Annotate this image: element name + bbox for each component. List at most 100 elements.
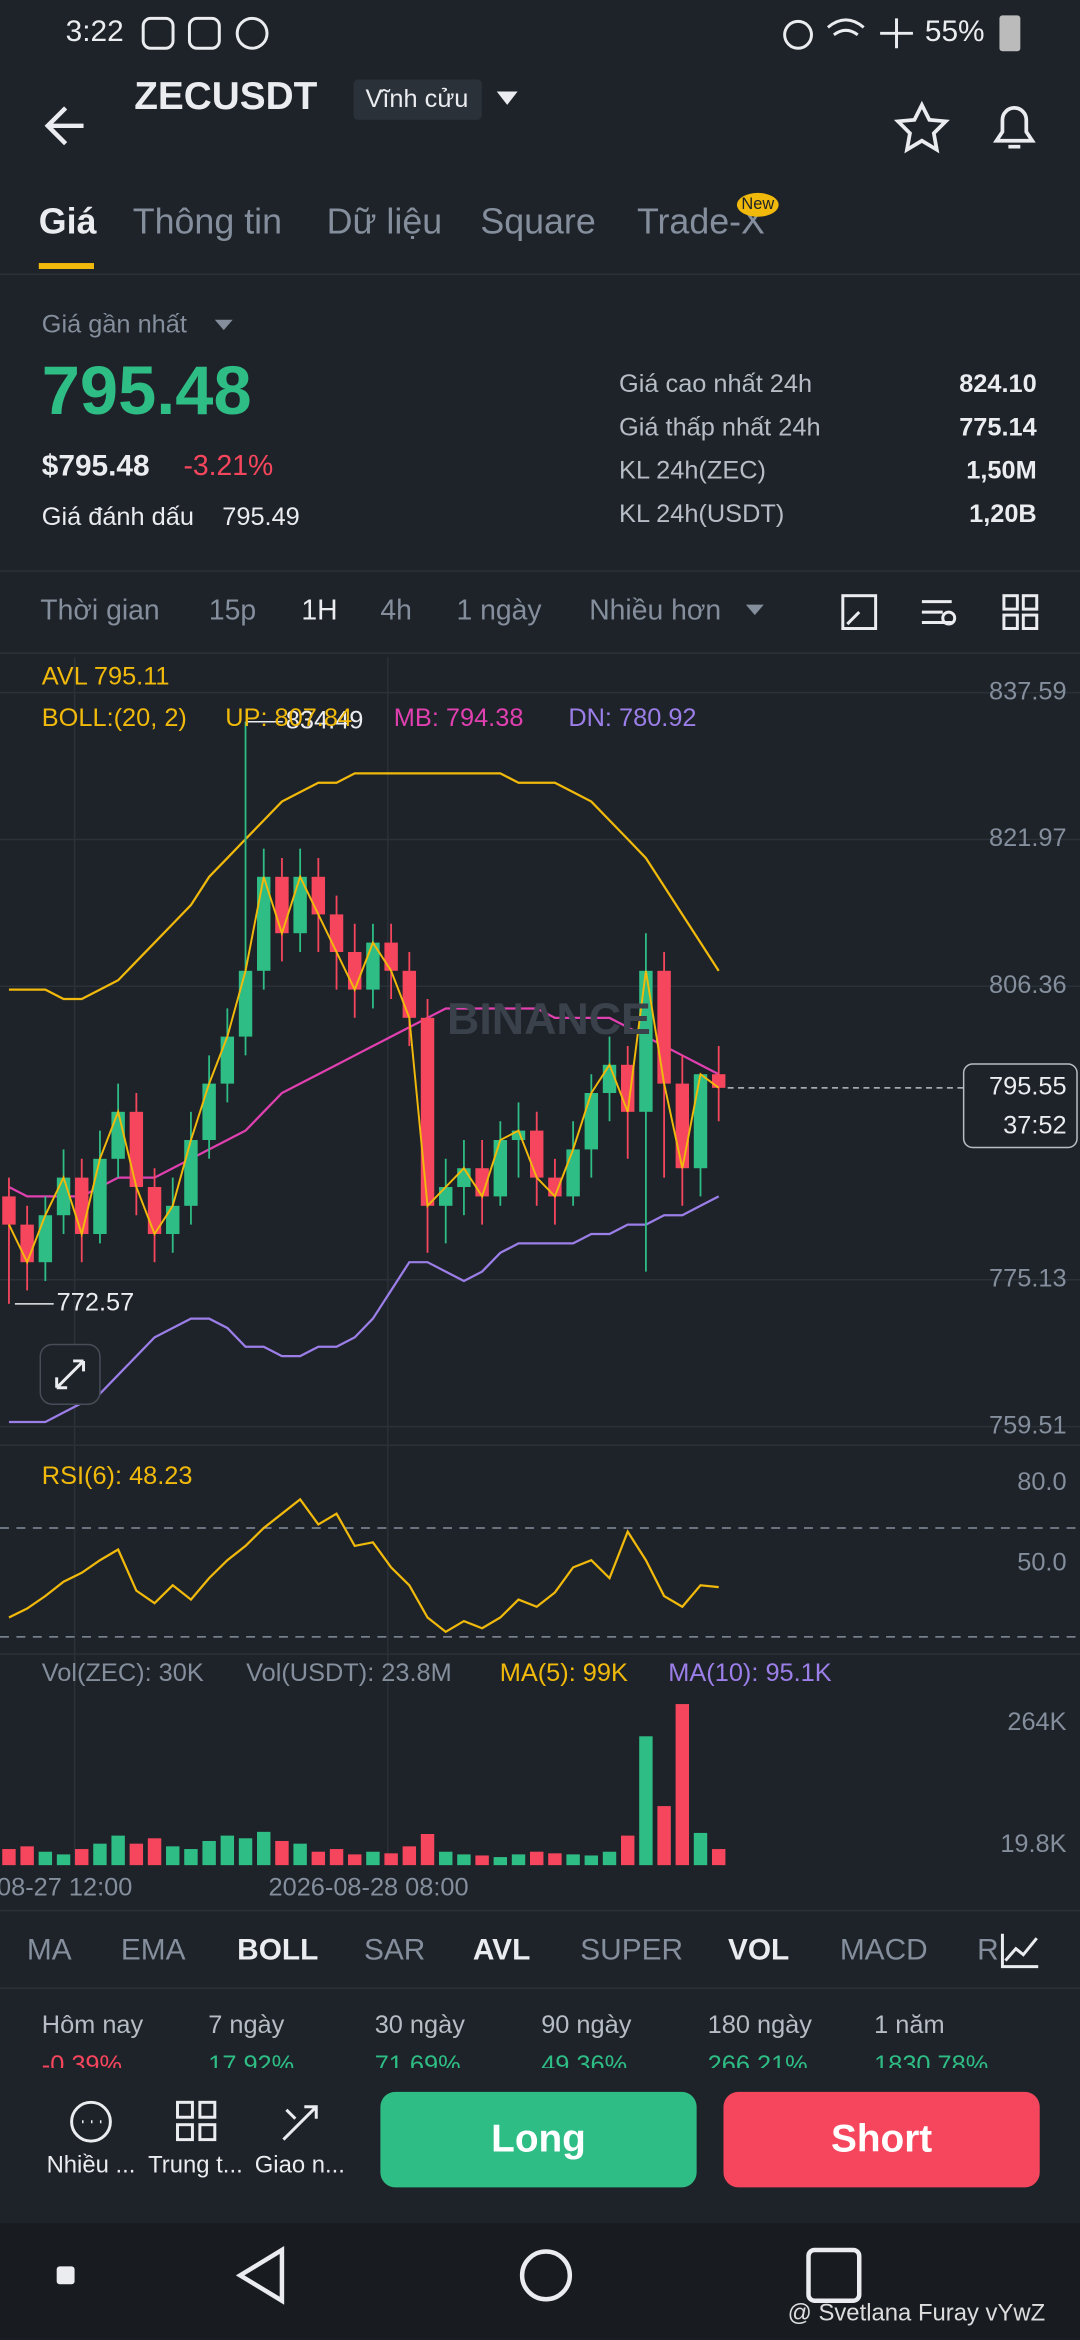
chart: 837.59 821.97 806.36 775.13 759.51 834.49 772.… bbox=[0, 656, 1080, 1866]
candle-body bbox=[548, 1177, 562, 1197]
volume-bar bbox=[420, 1834, 435, 1866]
volume-bar bbox=[402, 1846, 417, 1866]
volume-bar bbox=[657, 1806, 671, 1866]
rsi-legend: RSI(6): 48.23 bbox=[42, 1462, 193, 1490]
y-tick-label: 775.13 bbox=[989, 1264, 1067, 1292]
candle-body bbox=[220, 1036, 235, 1084]
volume-bar bbox=[439, 1851, 453, 1866]
divider bbox=[0, 1653, 1080, 1655]
y-tick-label: 837.59 bbox=[989, 677, 1067, 705]
short-label[interactable]: Short bbox=[831, 2117, 932, 2160]
volume-bar bbox=[275, 1840, 289, 1866]
interval[interactable]: 1 ngày bbox=[456, 595, 542, 627]
nav-recents[interactable] bbox=[806, 2247, 862, 2303]
price-label[interactable]: Giá gần nhất bbox=[42, 310, 187, 338]
tab[interactable]: Giá bbox=[39, 202, 97, 242]
tab[interactable]: Dữ liệu bbox=[327, 202, 442, 242]
user-watermark: @ Svetlana Furay vYwZ bbox=[788, 2299, 1046, 2326]
tab[interactable]: Square bbox=[480, 202, 595, 242]
interval[interactable]: Nhiều hơn bbox=[589, 595, 721, 627]
indicator-tab[interactable]: VOL bbox=[728, 1934, 789, 1967]
indicator-tab[interactable]: SAR bbox=[364, 1934, 425, 1967]
indicator-tab[interactable]: AVL bbox=[473, 1934, 530, 1967]
volume-bar bbox=[475, 1855, 489, 1866]
stat-label: Giá thấp nhất 24h bbox=[619, 413, 821, 441]
volume-bar bbox=[711, 1849, 726, 1866]
indicator-tab[interactable]: BOLL bbox=[237, 1934, 318, 1967]
candle-body bbox=[511, 1130, 526, 1141]
action-label[interactable]: Trung t... bbox=[148, 2152, 243, 2179]
candle-body bbox=[348, 952, 362, 990]
divider bbox=[0, 1909, 1080, 1912]
volume-bar bbox=[548, 1853, 562, 1866]
volume-bar bbox=[257, 1831, 271, 1866]
volume-bar bbox=[675, 1704, 690, 1866]
candle-body bbox=[657, 970, 671, 1084]
indicator-tab[interactable]: MA bbox=[27, 1934, 72, 1967]
volume-bar bbox=[329, 1849, 344, 1866]
interval[interactable]: 15p bbox=[209, 595, 256, 627]
divider bbox=[0, 1444, 1080, 1446]
contract-badge[interactable] bbox=[353, 79, 482, 120]
x-label: 2026-08-28 08:00 bbox=[269, 1874, 469, 1902]
y-tick-label: 759.51 bbox=[989, 1411, 1067, 1439]
stat-value: 775.14 bbox=[959, 413, 1037, 441]
volume-bar bbox=[511, 1854, 526, 1866]
symbol-dropdown[interactable] bbox=[496, 91, 518, 105]
nav-back[interactable] bbox=[235, 2246, 285, 2305]
avl-legend: AVL 795.11 bbox=[42, 662, 170, 690]
action-label[interactable]: Giao n... bbox=[255, 2152, 345, 2179]
indicator-tab[interactable]: SUPER bbox=[580, 1934, 683, 1967]
volume-bar bbox=[366, 1851, 380, 1866]
volume-bar bbox=[311, 1851, 326, 1866]
interval[interactable]: 4h bbox=[380, 595, 412, 627]
long-button[interactable] bbox=[380, 2091, 697, 2188]
boll-up-legend: UP: 807.84 bbox=[225, 704, 352, 732]
volume-bar bbox=[184, 1849, 198, 1866]
indicator-tab[interactable]: R bbox=[977, 1934, 999, 1967]
volume-legend: Vol(USDT): 23.8M bbox=[246, 1659, 452, 1687]
tab[interactable]: Thông tin bbox=[133, 202, 282, 242]
volume-bar bbox=[129, 1843, 144, 1866]
interval[interactable]: Thời gian bbox=[40, 595, 159, 627]
volume-bar bbox=[75, 1849, 89, 1866]
volume-bar bbox=[38, 1851, 53, 1866]
volume-bar bbox=[457, 1854, 471, 1866]
avl-line bbox=[8, 874, 720, 1265]
nav-home[interactable] bbox=[519, 2249, 573, 2302]
favorite-button[interactable] bbox=[893, 100, 950, 154]
alert-button[interactable] bbox=[992, 106, 1036, 149]
action-label[interactable]: Nhiều ... bbox=[47, 2152, 136, 2179]
boll-mb-legend: MB: 794.38 bbox=[394, 704, 524, 732]
action-icons bbox=[70, 2100, 318, 2143]
period-label: 30 ngày bbox=[375, 2011, 466, 2039]
interval[interactable]: 1H bbox=[301, 595, 337, 627]
short-button[interactable] bbox=[723, 2091, 1040, 2188]
chart-tools[interactable] bbox=[841, 594, 1039, 631]
rsi-line bbox=[8, 1497, 719, 1634]
candle-body bbox=[402, 970, 417, 1018]
indicator-tab[interactable]: EMA bbox=[121, 1934, 186, 1967]
stat-value: 1,50M bbox=[966, 457, 1036, 485]
long-label[interactable]: Long bbox=[491, 2117, 586, 2160]
volume-bar bbox=[621, 1835, 635, 1866]
candle-body bbox=[75, 1177, 89, 1235]
status-battery: 55% bbox=[925, 15, 985, 48]
contract-type: Vĩnh cửu bbox=[365, 85, 468, 113]
back-button[interactable] bbox=[44, 106, 84, 146]
candle-body bbox=[329, 914, 344, 953]
period-change: 17.92% bbox=[208, 2051, 294, 2079]
indicator-settings[interactable] bbox=[1000, 1933, 1039, 1969]
candle-body bbox=[275, 876, 289, 934]
volume-bar bbox=[566, 1854, 580, 1866]
candle-body bbox=[566, 1149, 580, 1197]
volume-bar bbox=[56, 1854, 71, 1866]
indicator-tab[interactable]: MACD bbox=[840, 1934, 928, 1967]
divider bbox=[0, 1987, 1080, 1989]
candle-body bbox=[621, 1064, 635, 1112]
dropdown bbox=[214, 319, 233, 331]
nav-recent-small[interactable] bbox=[56, 2266, 75, 2285]
divider bbox=[0, 570, 1080, 572]
candle-body bbox=[493, 1140, 508, 1197]
